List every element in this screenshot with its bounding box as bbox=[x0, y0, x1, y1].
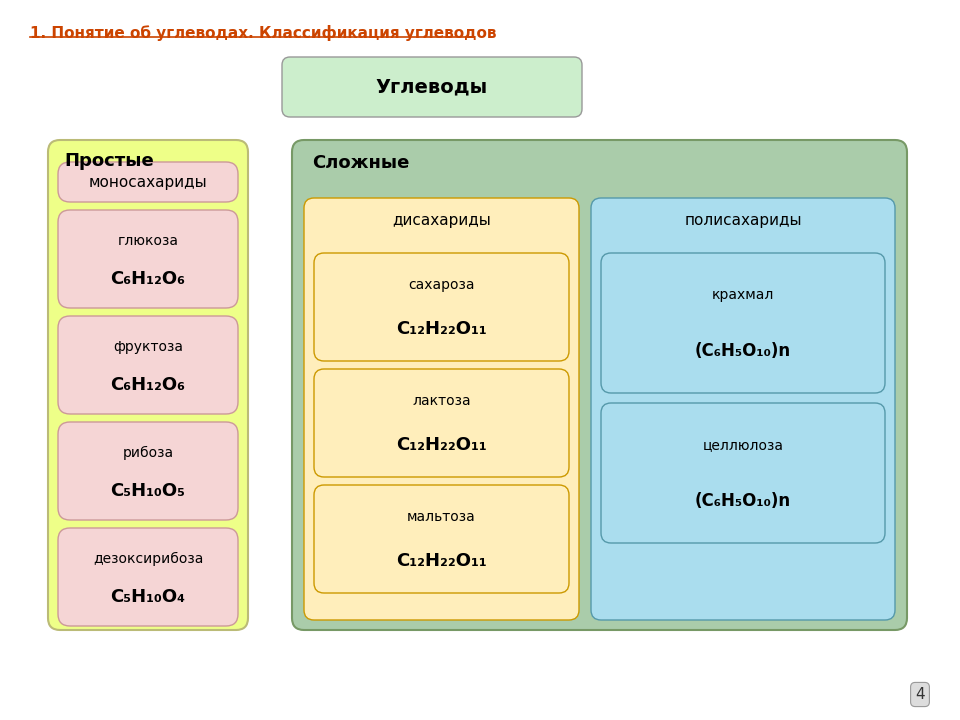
FancyBboxPatch shape bbox=[58, 316, 238, 414]
Text: C₅H₁₀O₄: C₅H₁₀O₄ bbox=[110, 588, 185, 606]
Text: C₁₂H₂₂O₁₁: C₁₂H₂₂O₁₁ bbox=[396, 552, 487, 570]
FancyBboxPatch shape bbox=[282, 57, 582, 117]
Text: 1. Понятие об углеводах. Классификация углеводов: 1. Понятие об углеводах. Классификация у… bbox=[30, 25, 496, 41]
Text: мальтоза: мальтоза bbox=[407, 510, 476, 524]
FancyBboxPatch shape bbox=[601, 253, 885, 393]
FancyBboxPatch shape bbox=[304, 198, 579, 620]
FancyBboxPatch shape bbox=[292, 140, 907, 630]
FancyBboxPatch shape bbox=[314, 369, 569, 477]
FancyBboxPatch shape bbox=[314, 253, 569, 361]
Text: глюкоза: глюкоза bbox=[117, 235, 179, 248]
Text: моносахариды: моносахариды bbox=[88, 174, 207, 189]
FancyBboxPatch shape bbox=[314, 485, 569, 593]
FancyBboxPatch shape bbox=[58, 528, 238, 626]
Text: C₁₂H₂₂O₁₁: C₁₂H₂₂O₁₁ bbox=[396, 320, 487, 338]
FancyBboxPatch shape bbox=[58, 162, 238, 202]
Text: Сложные: Сложные bbox=[312, 154, 409, 172]
Text: целлюлоза: целлюлоза bbox=[703, 438, 783, 452]
Text: фруктоза: фруктоза bbox=[113, 341, 183, 354]
FancyBboxPatch shape bbox=[58, 422, 238, 520]
Text: C₆H₁₂O₆: C₆H₁₂O₆ bbox=[110, 269, 185, 287]
Text: рибоза: рибоза bbox=[123, 446, 174, 460]
Text: сахароза: сахароза bbox=[408, 279, 475, 292]
Text: лактоза: лактоза bbox=[412, 395, 470, 408]
Text: 4: 4 bbox=[915, 687, 924, 702]
Text: полисахариды: полисахариды bbox=[684, 212, 802, 228]
Text: дисахариды: дисахариды bbox=[392, 212, 491, 228]
Text: (C₆H₅O₁₀)n: (C₆H₅O₁₀)n bbox=[695, 492, 791, 510]
Text: дезоксирибоза: дезоксирибоза bbox=[93, 552, 204, 567]
FancyBboxPatch shape bbox=[591, 198, 895, 620]
Text: C₆H₁₂O₆: C₆H₁₂O₆ bbox=[110, 376, 185, 394]
Text: Углеводы: Углеводы bbox=[376, 78, 488, 96]
FancyBboxPatch shape bbox=[58, 210, 238, 308]
FancyBboxPatch shape bbox=[48, 140, 248, 630]
Text: C₅H₁₀O₅: C₅H₁₀O₅ bbox=[110, 482, 185, 500]
FancyBboxPatch shape bbox=[601, 403, 885, 543]
Text: крахмал: крахмал bbox=[711, 288, 774, 302]
Text: Простые: Простые bbox=[64, 152, 154, 170]
Text: (C₆H₅O₁₀)n: (C₆H₅O₁₀)n bbox=[695, 342, 791, 360]
Text: C₁₂H₂₂O₁₁: C₁₂H₂₂O₁₁ bbox=[396, 436, 487, 454]
